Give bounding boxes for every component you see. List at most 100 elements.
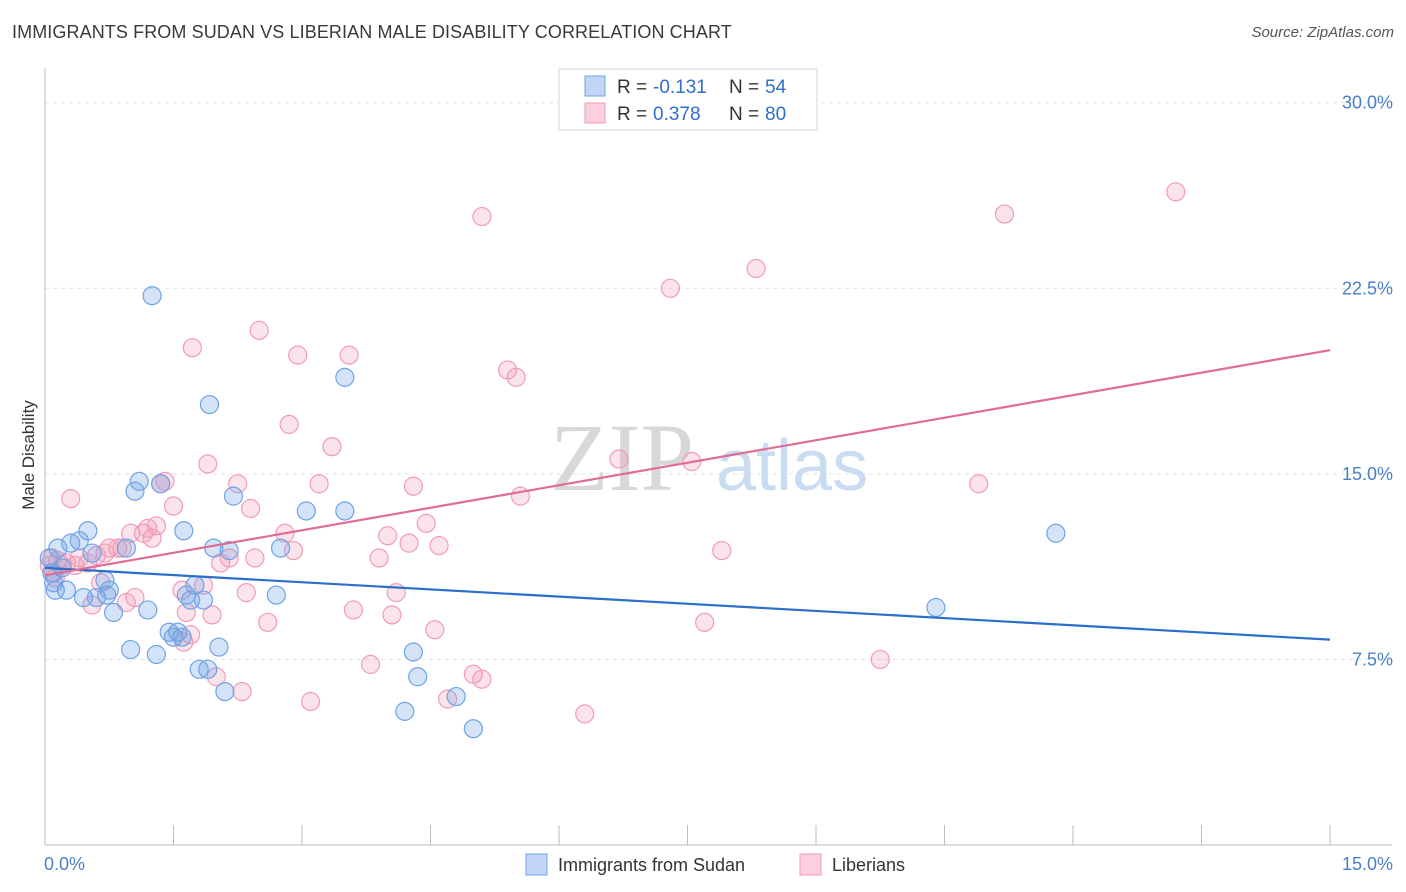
liberian-point-82 <box>575 704 595 724</box>
sudan-point-51 <box>463 719 483 739</box>
series-immigrants-from-sudan <box>39 286 1066 739</box>
liberian-point-52 <box>322 437 342 457</box>
liberian-point-56 <box>369 548 389 568</box>
legend-swatch-sudan <box>584 75 606 97</box>
liberian-point-75 <box>695 612 715 632</box>
liberian-point-47 <box>279 414 299 434</box>
legend: R = -0.131 N = 54 R = 0.378 N = 80 <box>558 68 818 131</box>
liberian-point-7 <box>61 489 81 509</box>
sudan-point-48 <box>403 642 423 662</box>
liberian-point-49 <box>288 345 308 365</box>
liberian-point-39 <box>228 474 248 494</box>
legend-n-label-liberians: N = <box>729 104 759 125</box>
sudan-point-17 <box>116 538 136 558</box>
sudan-point-41 <box>223 486 244 506</box>
trend-lines <box>44 349 1331 641</box>
liberian-point-55 <box>360 654 381 674</box>
liberian-point-53 <box>339 345 359 365</box>
y-axis-title: Male Disability <box>19 400 38 510</box>
liberian-point-76 <box>712 540 732 561</box>
liberian-point-50 <box>300 691 321 712</box>
x-tick-labels: 0.0% 15.0% <box>44 854 1393 874</box>
liberian-point-17 <box>112 538 132 558</box>
liberian-point-24 <box>146 516 166 536</box>
sudan-point-49 <box>408 667 428 687</box>
sudan-point-3 <box>45 580 65 600</box>
liberian-point-43 <box>245 548 265 568</box>
liberian-point-67 <box>472 669 492 689</box>
sudan-point-42 <box>266 585 286 605</box>
sudan-point-40 <box>219 540 239 561</box>
liberian-point-42 <box>241 498 261 519</box>
sudan-point-47 <box>395 701 415 721</box>
sudan-point-11 <box>82 543 102 563</box>
sudan-point-53 <box>1046 523 1066 543</box>
y-tick-label-0: 7.5% <box>1352 649 1393 669</box>
legend-swatch-liberians <box>584 102 606 124</box>
sudan-point-35 <box>198 659 218 679</box>
y-tick-labels: 7.5% 15.0% 22.5% 30.0% <box>1342 93 1393 670</box>
sudan-point-10 <box>78 521 98 541</box>
liberian-point-78 <box>870 649 890 670</box>
liberian-point-34 <box>198 454 218 474</box>
liberian-point-77 <box>746 258 766 279</box>
sudan-point-21 <box>138 600 158 620</box>
liberian-point-81 <box>1166 182 1186 202</box>
liberian-point-57 <box>378 526 398 546</box>
bottom-legend-label-liberians: Liberians <box>832 855 905 875</box>
watermark-atlas: atlas <box>716 426 868 506</box>
bottom-legend: Immigrants from Sudan Liberians <box>525 853 905 876</box>
sudan-point-20 <box>129 471 149 491</box>
liberian-point-58 <box>382 605 402 625</box>
liberian-point-35 <box>202 605 222 625</box>
watermark: ZIP atlas <box>550 404 868 511</box>
series-liberians <box>39 182 1186 724</box>
liberian-point-44 <box>249 320 269 340</box>
sudan-point-46 <box>335 501 355 521</box>
liberian-point-68 <box>472 206 492 227</box>
liberian-point-61 <box>403 476 423 496</box>
liberian-point-38 <box>219 548 239 568</box>
legend-r-label-sudan: R = <box>617 77 647 98</box>
liberian-point-72 <box>609 449 629 469</box>
axes <box>44 68 1392 846</box>
sudan-point-19 <box>125 481 145 501</box>
sudan-point-15 <box>99 580 119 600</box>
sudan-point-36 <box>199 394 220 415</box>
bottom-legend-label-sudan: Immigrants from Sudan <box>558 855 745 875</box>
sudan-trend-line <box>44 566 1331 641</box>
liberian-point-40 <box>232 681 252 702</box>
liberian-point-41 <box>236 583 256 603</box>
legend-r-value-sudan: -0.131 <box>653 77 707 98</box>
x-tick-label-0: 0.0% <box>44 854 85 874</box>
liberian-point-73 <box>660 278 680 298</box>
liberian-point-79 <box>969 474 989 494</box>
chart-title: IMMIGRANTS FROM SUDAN VS LIBERIAN MALE D… <box>12 22 732 42</box>
liberian-point-70 <box>506 367 526 387</box>
sudan-point-39 <box>215 681 235 702</box>
sudan-point-14 <box>97 585 117 605</box>
bottom-legend-swatch-liberians <box>799 853 822 876</box>
liberian-point-32 <box>182 338 202 358</box>
grid-lines <box>45 102 1392 660</box>
liberian-point-62 <box>416 513 436 533</box>
liberian-point-51 <box>309 474 329 494</box>
liberian-point-80 <box>994 204 1015 224</box>
liberian-point-45 <box>258 612 278 632</box>
y-tick-label-2: 22.5% <box>1342 278 1393 298</box>
legend-n-value-liberians: 80 <box>765 104 786 125</box>
liberian-point-20 <box>125 587 145 608</box>
liberian-point-23 <box>142 528 162 548</box>
sudan-point-34 <box>193 590 214 610</box>
bottom-legend-swatch-sudan <box>525 853 548 876</box>
sudan-point-18 <box>121 639 141 660</box>
y-tick-label-3: 30.0% <box>1342 93 1393 113</box>
liberian-point-63 <box>425 620 445 640</box>
sudan-point-23 <box>146 644 166 665</box>
sudan-point-52 <box>926 597 946 618</box>
liberian-point-27 <box>163 496 184 516</box>
y-tick-label-1: 15.0% <box>1342 464 1393 484</box>
legend-n-label-sudan: N = <box>729 77 759 98</box>
liberian-point-30 <box>176 602 196 623</box>
